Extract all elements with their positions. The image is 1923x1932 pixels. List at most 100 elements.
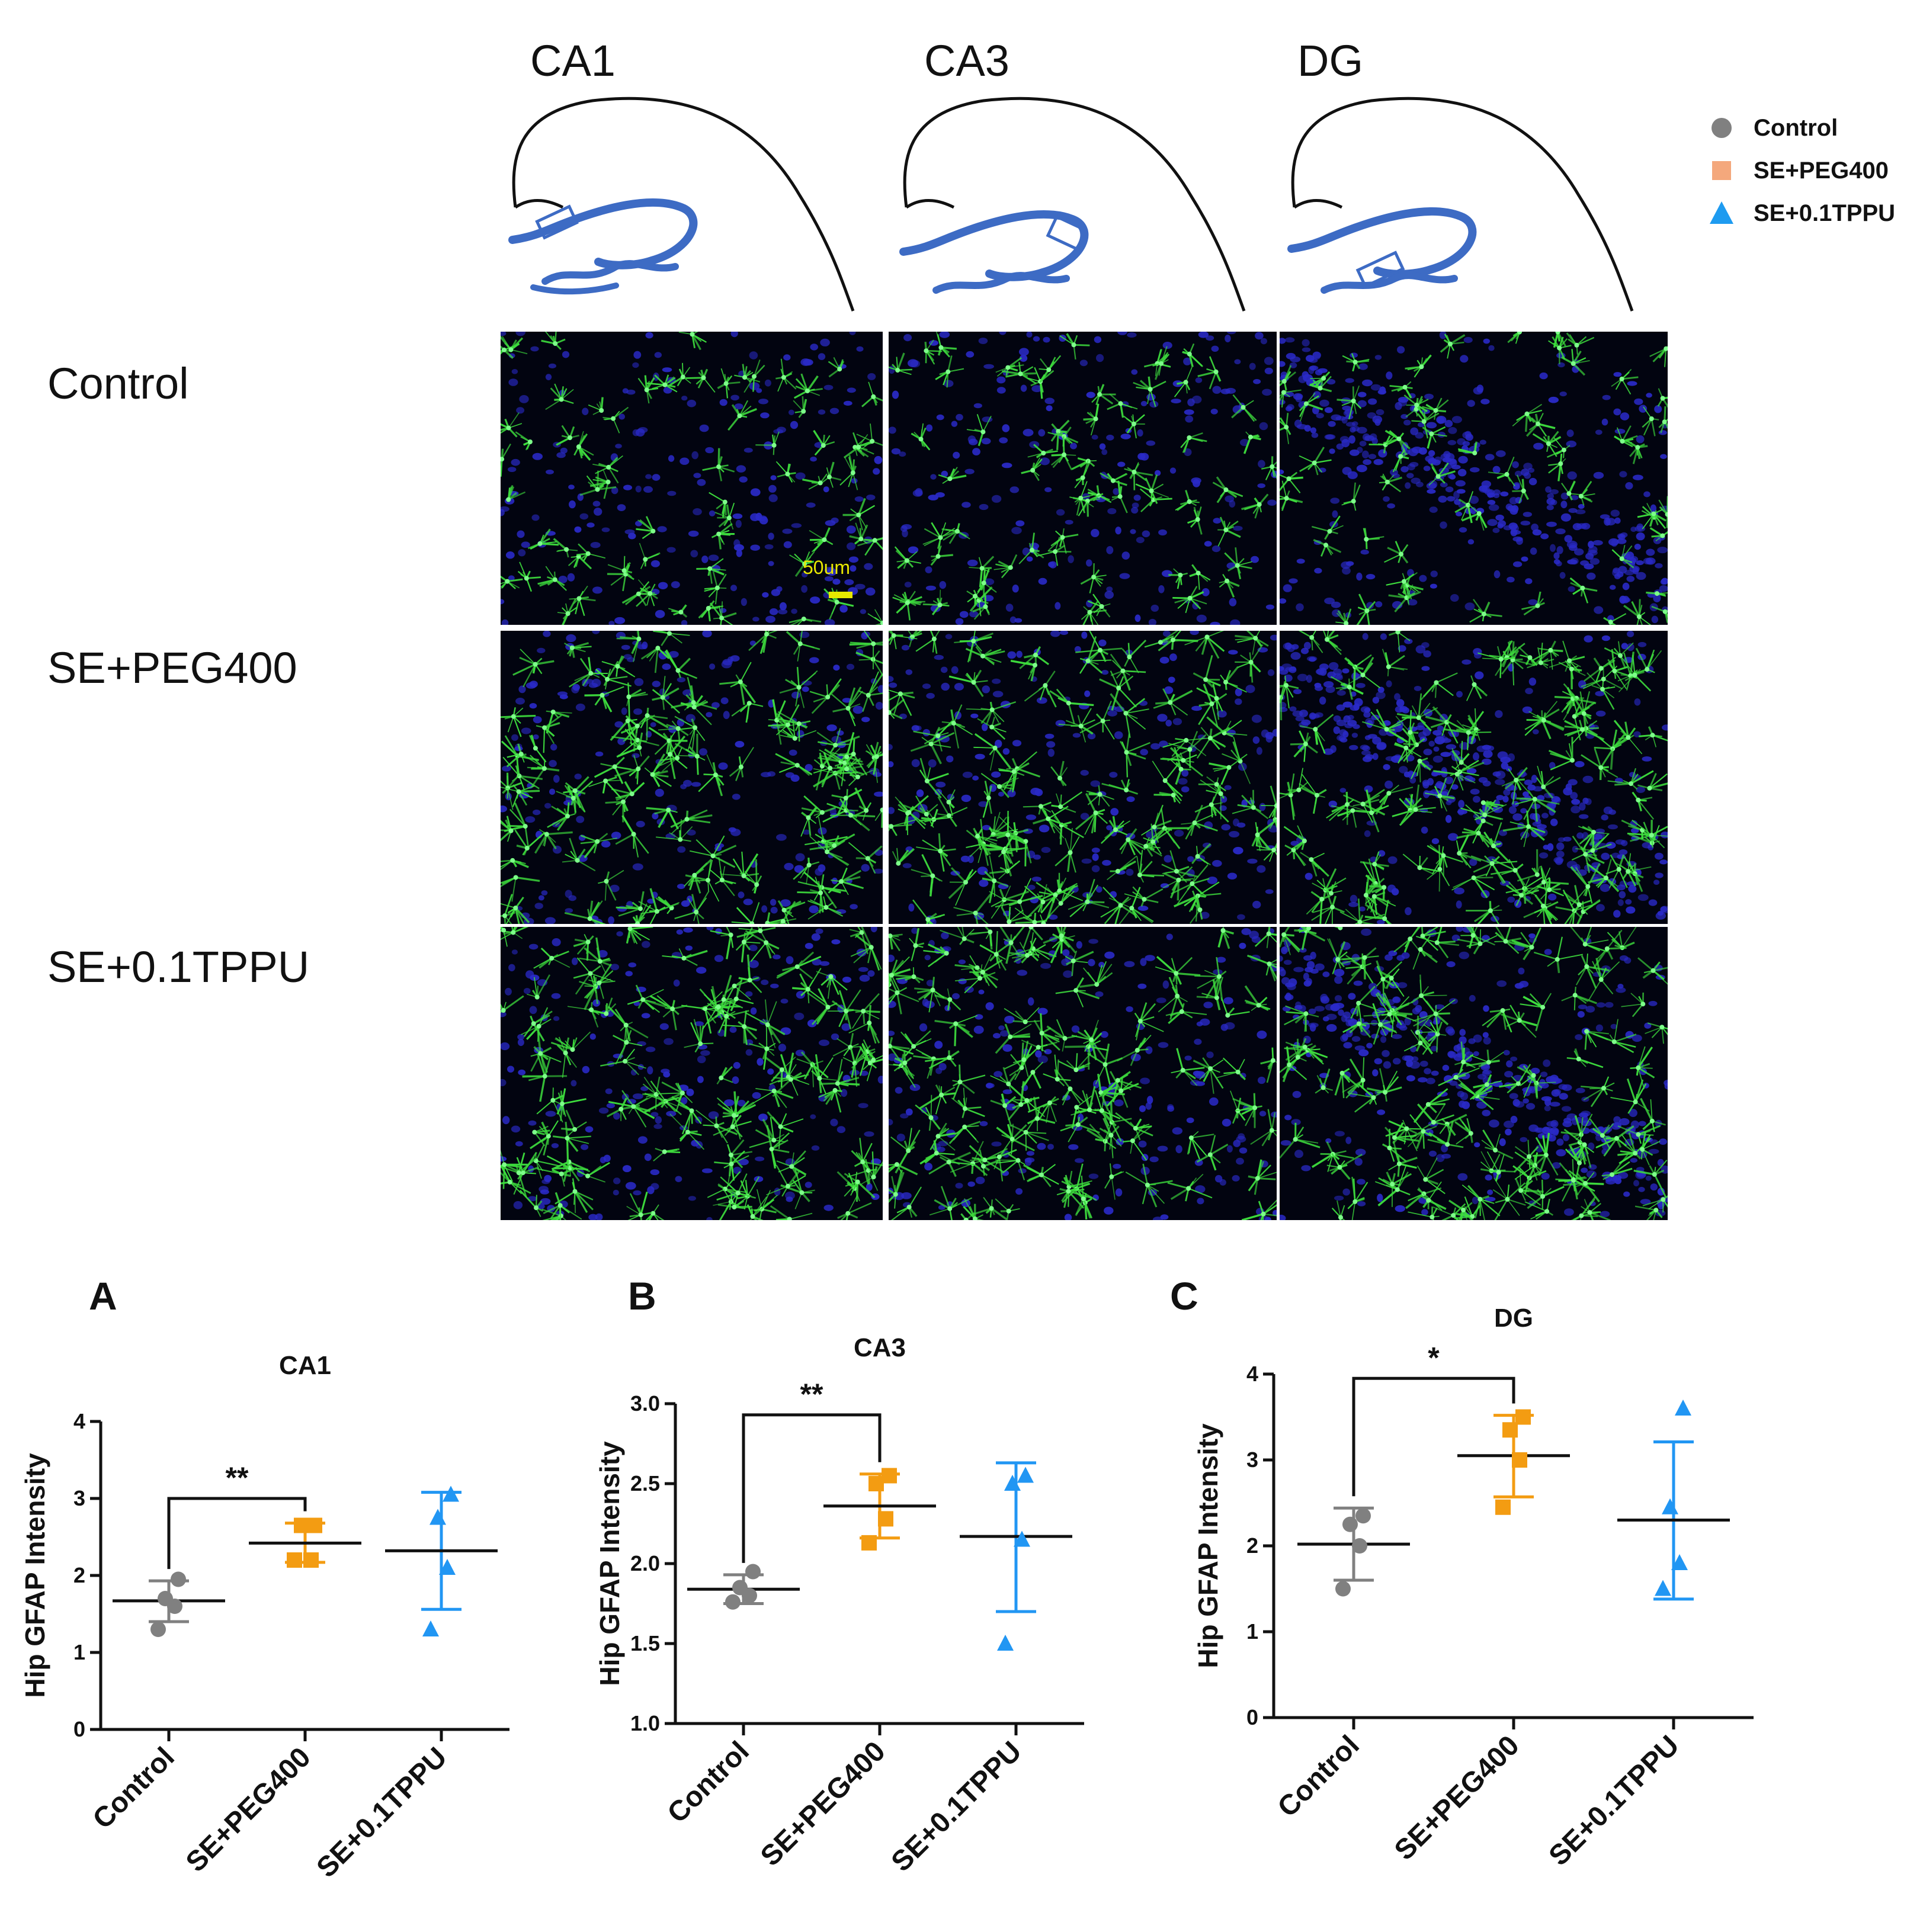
data-point-se-0-1tppu: [439, 1559, 456, 1575]
row-header-control: Control: [47, 359, 189, 408]
hippocampus-diagram-dg: [1277, 89, 1668, 314]
y-tick-label: 2: [73, 1563, 85, 1587]
data-point-se-peg400: [1502, 1422, 1518, 1438]
square-marker-icon: [1712, 161, 1731, 180]
data-point-se-0-1tppu: [997, 1635, 1014, 1651]
column-header-ca1: CA1: [530, 36, 616, 85]
circle-marker-icon: [1712, 118, 1732, 138]
y-axis-label: Hip GFAP Intensity: [594, 1441, 625, 1686]
x-tick-label-se-0-1tppu: SE+0.1TPPU: [885, 1735, 1027, 1878]
legend-label: SE+0.1TPPU: [1754, 200, 1896, 226]
micrograph-control-dg: [1280, 332, 1668, 625]
data-point-control: [158, 1591, 173, 1606]
data-point-control: [1335, 1581, 1351, 1597]
scale-bar-label: 50um: [803, 557, 851, 578]
significance-label: **: [800, 1378, 823, 1411]
data-point-control: [1355, 1508, 1371, 1524]
triangle-marker-icon: [1710, 201, 1733, 224]
chart-title: DG: [1494, 1304, 1533, 1333]
data-point-se-0-1tppu: [1655, 1580, 1671, 1596]
significance-bracket: [1352, 1376, 1515, 1497]
row-header-se-peg400: SE+PEG400: [47, 643, 297, 692]
data-point-control: [1342, 1516, 1358, 1532]
data-point-se-0-1tppu: [1017, 1466, 1034, 1483]
y-tick-label: 1: [73, 1640, 85, 1664]
chart-dg-svg: DG 0 1 2 3 4 Hip GFAP Intensity Control SE+PEG40…: [1193, 1304, 1754, 1872]
y-tick-label: 3: [73, 1486, 85, 1510]
legend: Control SE+PEG400 SE+0.1TPPU: [1706, 107, 1895, 235]
y-tick-label: 2: [1246, 1533, 1258, 1558]
y-tick-label: 2.5: [630, 1471, 660, 1495]
data-point-se-peg400: [1512, 1452, 1527, 1468]
micrograph-se-peg400-ca1: [501, 631, 883, 924]
hippocampus-diagram-ca1: [498, 89, 889, 314]
x-tick-label-control: Control: [662, 1735, 755, 1829]
x-tick-label-se-peg400: SE+PEG400: [180, 1741, 317, 1878]
micrograph-se-tppu-dg: [1280, 927, 1668, 1220]
micrograph-control-ca1: [501, 332, 883, 625]
data-point-control: [1352, 1538, 1367, 1554]
significance-bracket: [167, 1497, 307, 1570]
data-point-se-peg400: [287, 1552, 302, 1568]
y-tick-label: 1.5: [630, 1631, 660, 1655]
data-point-se-0-1tppu: [1004, 1475, 1021, 1491]
micrograph-se-tppu-ca1: [501, 927, 883, 1220]
x-tick-label-control: Control: [1272, 1729, 1366, 1823]
data-point-control: [732, 1580, 748, 1596]
y-tick-label: 2.0: [630, 1551, 660, 1575]
data-point-se-0-1tppu: [430, 1509, 446, 1525]
data-point-se-peg400: [294, 1517, 309, 1533]
row-header-se-tppu: SE+0.1TPPU: [47, 942, 310, 991]
hippocampus-diagram-ca3: [889, 89, 1280, 314]
data-point-se-0-1tppu: [1662, 1498, 1678, 1514]
data-point-se-peg400: [1495, 1499, 1511, 1515]
significance-bracket: [742, 1413, 882, 1563]
data-point-control: [171, 1571, 186, 1587]
scale-bar: 50um: [803, 557, 852, 598]
data-point-se-peg400: [1515, 1409, 1531, 1425]
micrograph-se-tppu-ca3: [889, 927, 1277, 1220]
legend-item-tppu: SE+0.1TPPU: [1706, 192, 1895, 235]
column-header-dg: DG: [1297, 36, 1363, 85]
legend-label: SE+PEG400: [1754, 157, 1889, 184]
data-point-se-peg400: [868, 1476, 884, 1491]
data-point-control: [745, 1564, 761, 1580]
data-point-se-peg400: [861, 1535, 877, 1551]
data-point-se-peg400: [882, 1468, 897, 1484]
chart-ca3: CA3 1.0 1.5 2.0 2.5 3.0 Hip GFAP Intensity Cont…: [594, 1321, 1120, 1916]
chart-title: CA3: [854, 1333, 906, 1362]
y-tick-label: 3: [1246, 1448, 1258, 1472]
x-tick-label-control: Control: [87, 1741, 181, 1835]
x-tick-label-se-peg400: SE+PEG400: [1389, 1729, 1525, 1866]
y-tick-label: 4: [1246, 1362, 1258, 1386]
data-point-se-peg400: [878, 1511, 893, 1527]
chart-ca1-svg: CA1 0 1 2 3 4 Hip GFAP Intensity Control SE+PEG4…: [20, 1351, 509, 1884]
chart-title: CA1: [279, 1351, 331, 1380]
legend-item-peg400: SE+PEG400: [1706, 149, 1895, 192]
data-point-control: [150, 1622, 166, 1637]
data-point-se-0-1tppu: [1014, 1530, 1030, 1547]
y-tick-label: 4: [73, 1409, 85, 1433]
panel-letter-a: A: [89, 1274, 117, 1318]
significance-label: **: [226, 1461, 249, 1494]
y-tick-label: 0: [73, 1717, 85, 1741]
data-point-se-0-1tppu: [443, 1485, 459, 1502]
data-point-se-peg400: [307, 1517, 322, 1533]
data-point-se-peg400: [303, 1552, 319, 1568]
y-tick-label: 1: [1246, 1619, 1258, 1644]
x-tick-label-se-0-1tppu: SE+0.1TPPU: [1543, 1729, 1685, 1872]
scale-bar-line: [829, 592, 852, 598]
legend-label: Control: [1754, 114, 1838, 141]
panel-letter-b: B: [628, 1274, 656, 1318]
panel-letter-c: C: [1170, 1274, 1198, 1318]
micrograph-se-peg400-ca3: [889, 631, 1277, 924]
y-axis-label: Hip GFAP Intensity: [20, 1453, 50, 1698]
column-header-ca3: CA3: [924, 36, 1009, 85]
chart-dg: DG 0 1 2 3 4 Hip GFAP Intensity Control SE+PEG40…: [1191, 1279, 1783, 1916]
data-point-se-0-1tppu: [1671, 1554, 1688, 1570]
micrograph-control-ca3: [889, 332, 1277, 625]
x-tick-label-se-peg400: SE+PEG400: [755, 1735, 892, 1872]
y-tick-label: 3.0: [630, 1391, 660, 1416]
data-point-se-0-1tppu: [1675, 1400, 1691, 1416]
